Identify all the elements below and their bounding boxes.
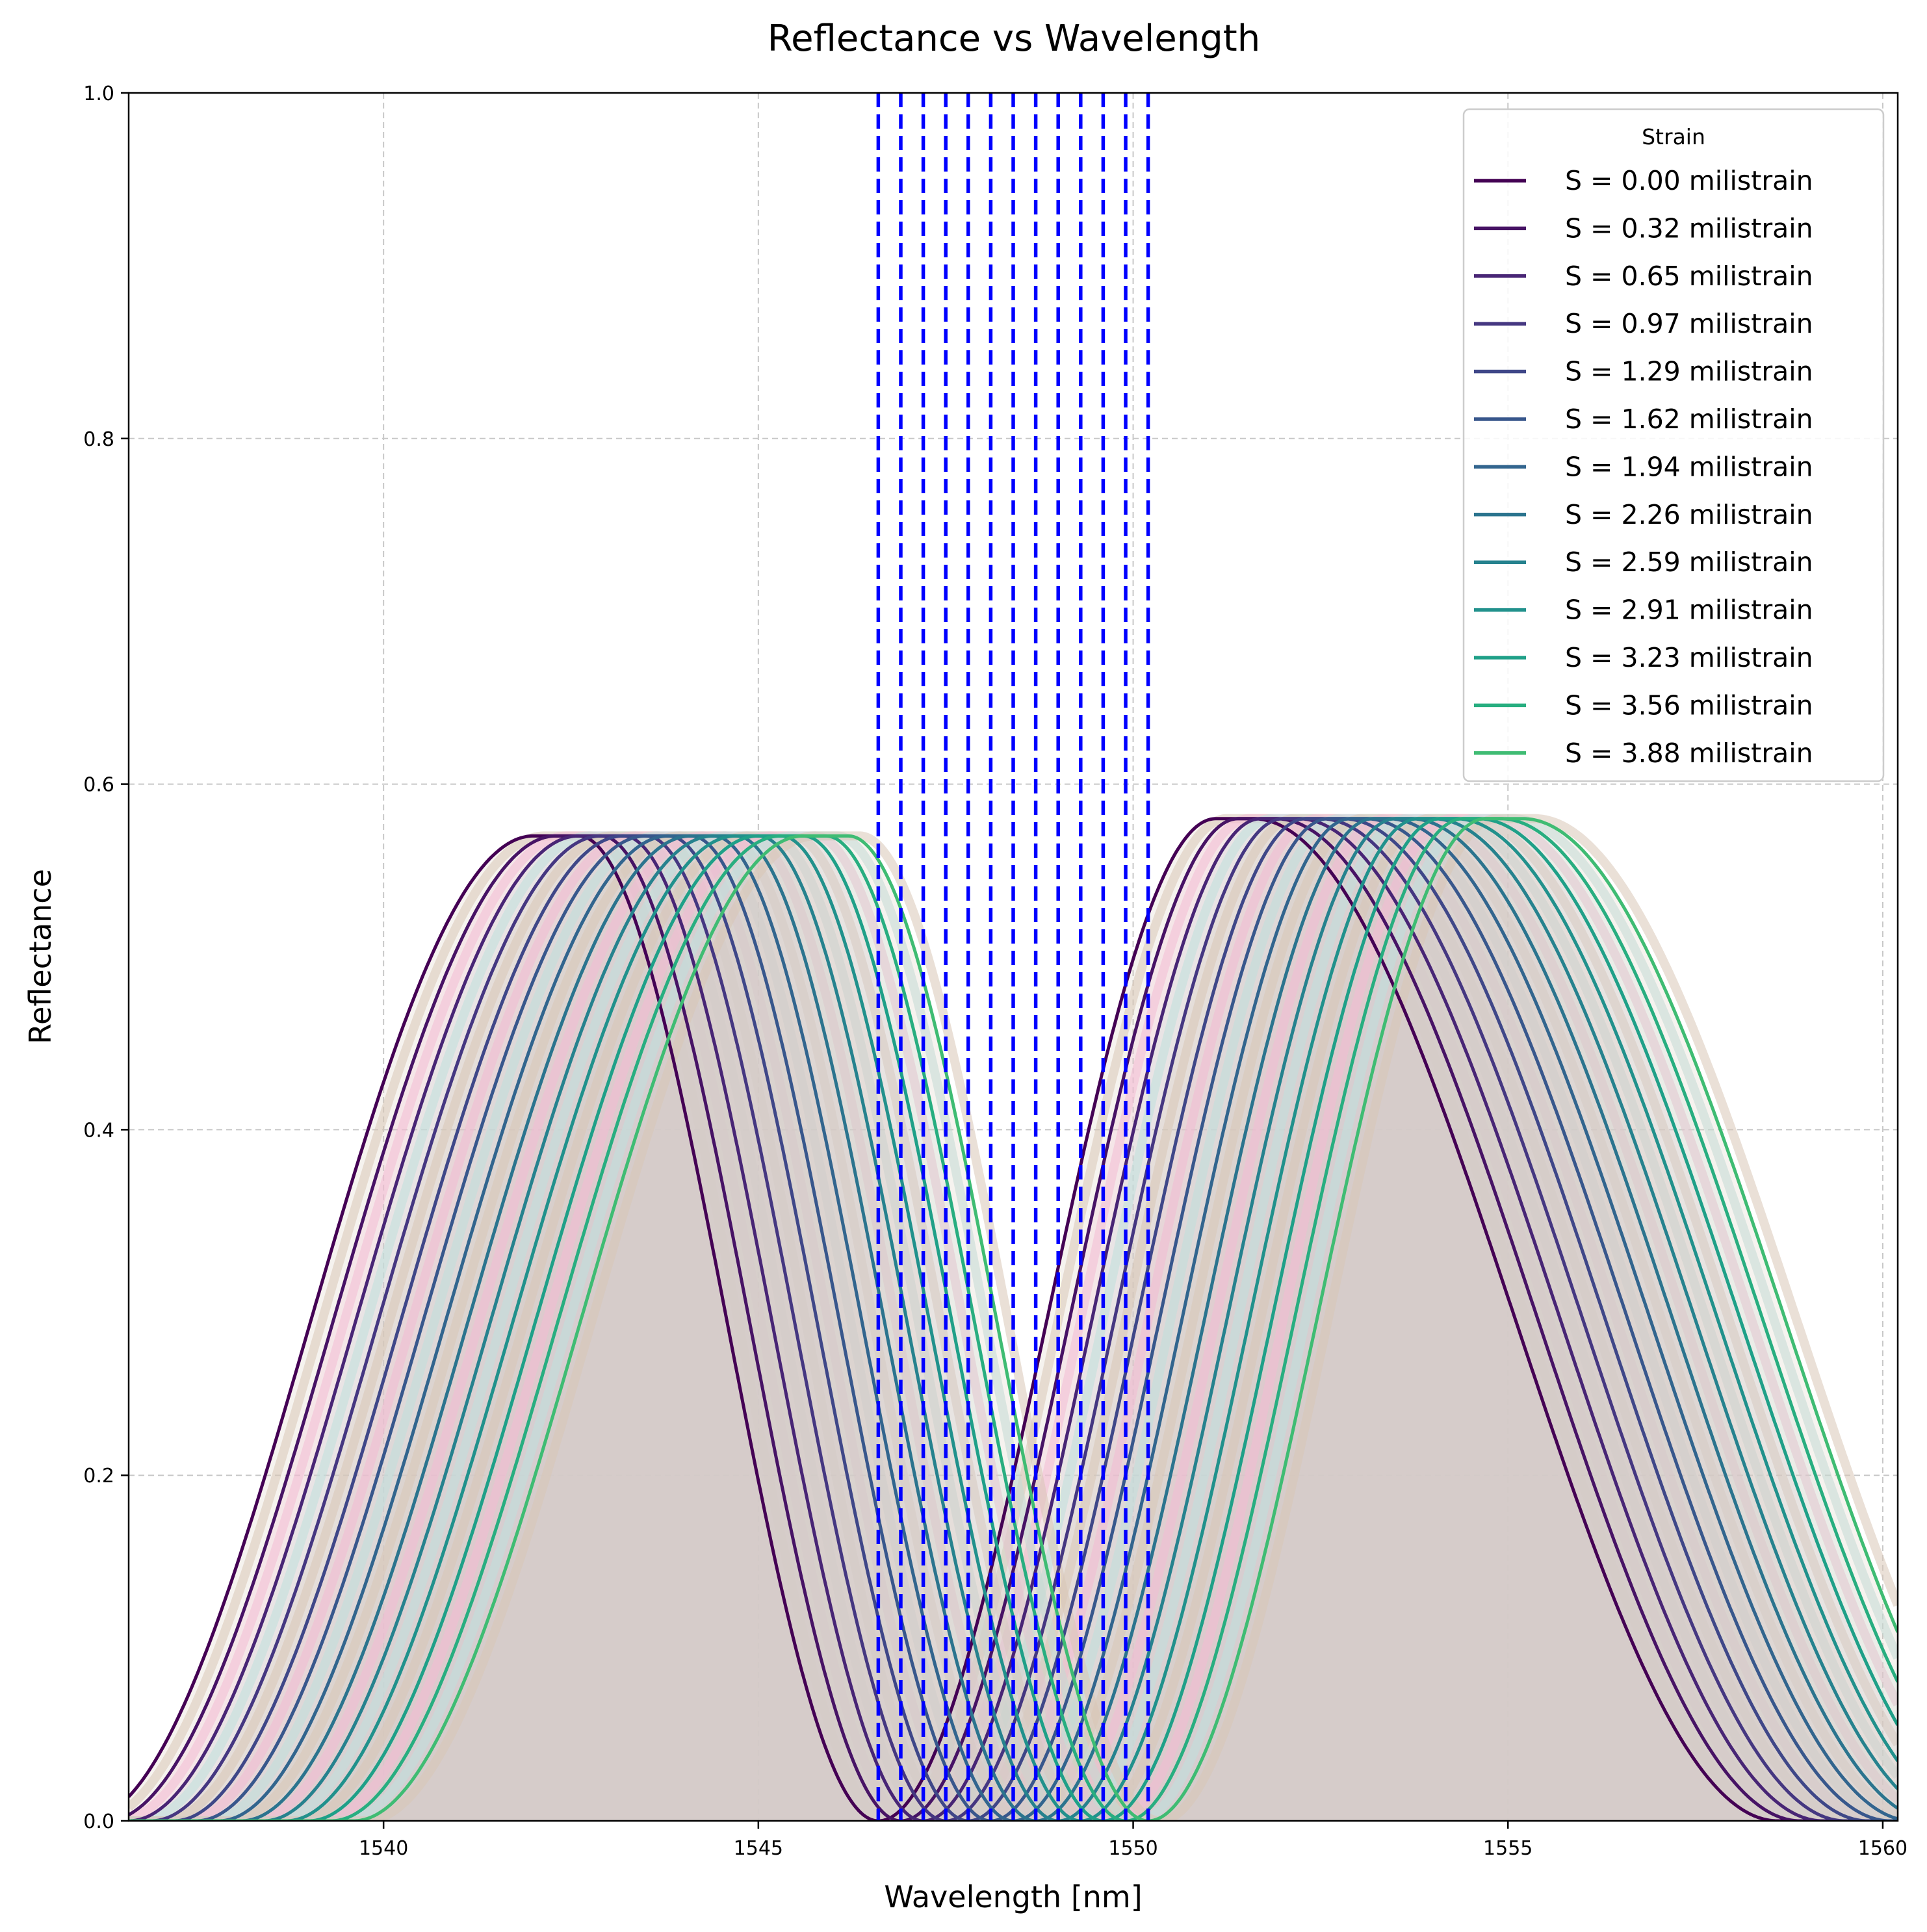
- legend-entry: S = 1.62 milistrain: [1474, 404, 1813, 435]
- shade-band: [129, 818, 1898, 1821]
- shade-band: [129, 818, 1898, 1821]
- bragg-marker-lines: [876, 93, 1150, 1821]
- legend-label: S = 3.56 milistrain: [1565, 689, 1813, 721]
- x-tick-label: 1540: [359, 1837, 408, 1860]
- legend-label: S = 0.65 milistrain: [1565, 261, 1813, 292]
- legend-label: S = 1.62 milistrain: [1565, 404, 1813, 435]
- legend-label: S = 3.88 milistrain: [1565, 738, 1813, 769]
- shade-stroke: [129, 814, 1898, 1821]
- y-tick-label: 0.2: [83, 1465, 114, 1488]
- legend-entry: S = 3.23 milistrain: [1474, 642, 1813, 673]
- shade-band: [129, 818, 1898, 1821]
- legend-entry: S = 1.29 milistrain: [1474, 356, 1813, 387]
- chart-title: Reflectance vs Wavelength: [768, 18, 1261, 60]
- legend-entry: S = 3.88 milistrain: [1474, 738, 1813, 769]
- series-line: [129, 817, 1898, 1821]
- y-tick-label: 0.0: [83, 1810, 114, 1833]
- series-line: [129, 817, 1898, 1821]
- shade-band: [129, 818, 1898, 1821]
- legend-label: S = 2.59 milistrain: [1565, 547, 1813, 578]
- legend-label: S = 2.91 milistrain: [1565, 595, 1813, 626]
- legend-title: Strain: [1642, 124, 1705, 149]
- y-tick-label: 0.4: [83, 1119, 114, 1142]
- shade-band: [129, 818, 1898, 1821]
- shade-band: [129, 818, 1898, 1821]
- legend-entry: S = 1.94 milistrain: [1474, 451, 1813, 482]
- y-tick-label: 0.8: [83, 428, 114, 451]
- legend-entry: S = 2.91 milistrain: [1474, 595, 1813, 626]
- legend-entries: S = 0.00 milistrain S = 0.32 milistrain S …: [1474, 165, 1813, 769]
- legend-label: S = 0.00 milistrain: [1565, 165, 1813, 196]
- shade-band: [129, 818, 1898, 1821]
- legend-label: S = 0.97 milistrain: [1565, 308, 1813, 339]
- y-axis-ticks: 0.0 0.2 0.4 0.6 0.8 1.0: [83, 83, 129, 1833]
- legend-entry: S = 2.26 milistrain: [1474, 499, 1813, 530]
- shade-stroke: [129, 814, 1898, 1821]
- series-line: [129, 817, 1898, 1821]
- legend-entry: S = 3.56 milistrain: [1474, 689, 1813, 721]
- legend-label: S = 1.29 milistrain: [1565, 356, 1813, 387]
- legend-entry: S = 0.65 milistrain: [1474, 261, 1813, 292]
- legend-label: S = 2.26 milistrain: [1565, 499, 1813, 530]
- legend: Strain S = 0.00 milistrain S = 0.32 milis…: [1462, 108, 1885, 782]
- shade-band: [129, 818, 1898, 1821]
- legend-label: S = 1.94 milistrain: [1565, 451, 1813, 482]
- y-tick-label: 0.6: [83, 774, 114, 797]
- x-axis-label: Wavelength [nm]: [884, 1879, 1142, 1914]
- x-tick-label: 1555: [1483, 1837, 1533, 1860]
- x-tick-label: 1560: [1858, 1837, 1908, 1860]
- legend-entry: S = 2.59 milistrain: [1474, 547, 1813, 578]
- legend-box: [1462, 108, 1885, 782]
- shade-band: [129, 818, 1898, 1821]
- legend-entry: S = 0.32 milistrain: [1474, 213, 1813, 244]
- shade-band: [129, 818, 1898, 1821]
- shade-band: [129, 818, 1898, 1821]
- y-axis-label: Reflectance: [23, 869, 58, 1044]
- shade-band: [129, 818, 1898, 1821]
- shade-band: [129, 818, 1898, 1821]
- legend-label: S = 0.32 milistrain: [1565, 213, 1813, 244]
- y-tick-label: 1.0: [83, 83, 114, 105]
- plot-frame: [127, 92, 1899, 1822]
- legend-label: S = 3.23 milistrain: [1565, 642, 1813, 673]
- legend-entry: S = 0.00 milistrain: [1474, 165, 1813, 196]
- x-tick-label: 1545: [734, 1837, 783, 1860]
- series-line: [129, 817, 1898, 1821]
- x-tick-label: 1550: [1108, 1837, 1157, 1860]
- legend-entry: S = 0.97 milistrain: [1474, 308, 1813, 339]
- x-axis-ticks: 1540 1545 1550 1555 1560: [359, 1821, 1908, 1860]
- reflectance-curves: [129, 817, 1898, 1821]
- curve-shading: [129, 814, 1898, 1821]
